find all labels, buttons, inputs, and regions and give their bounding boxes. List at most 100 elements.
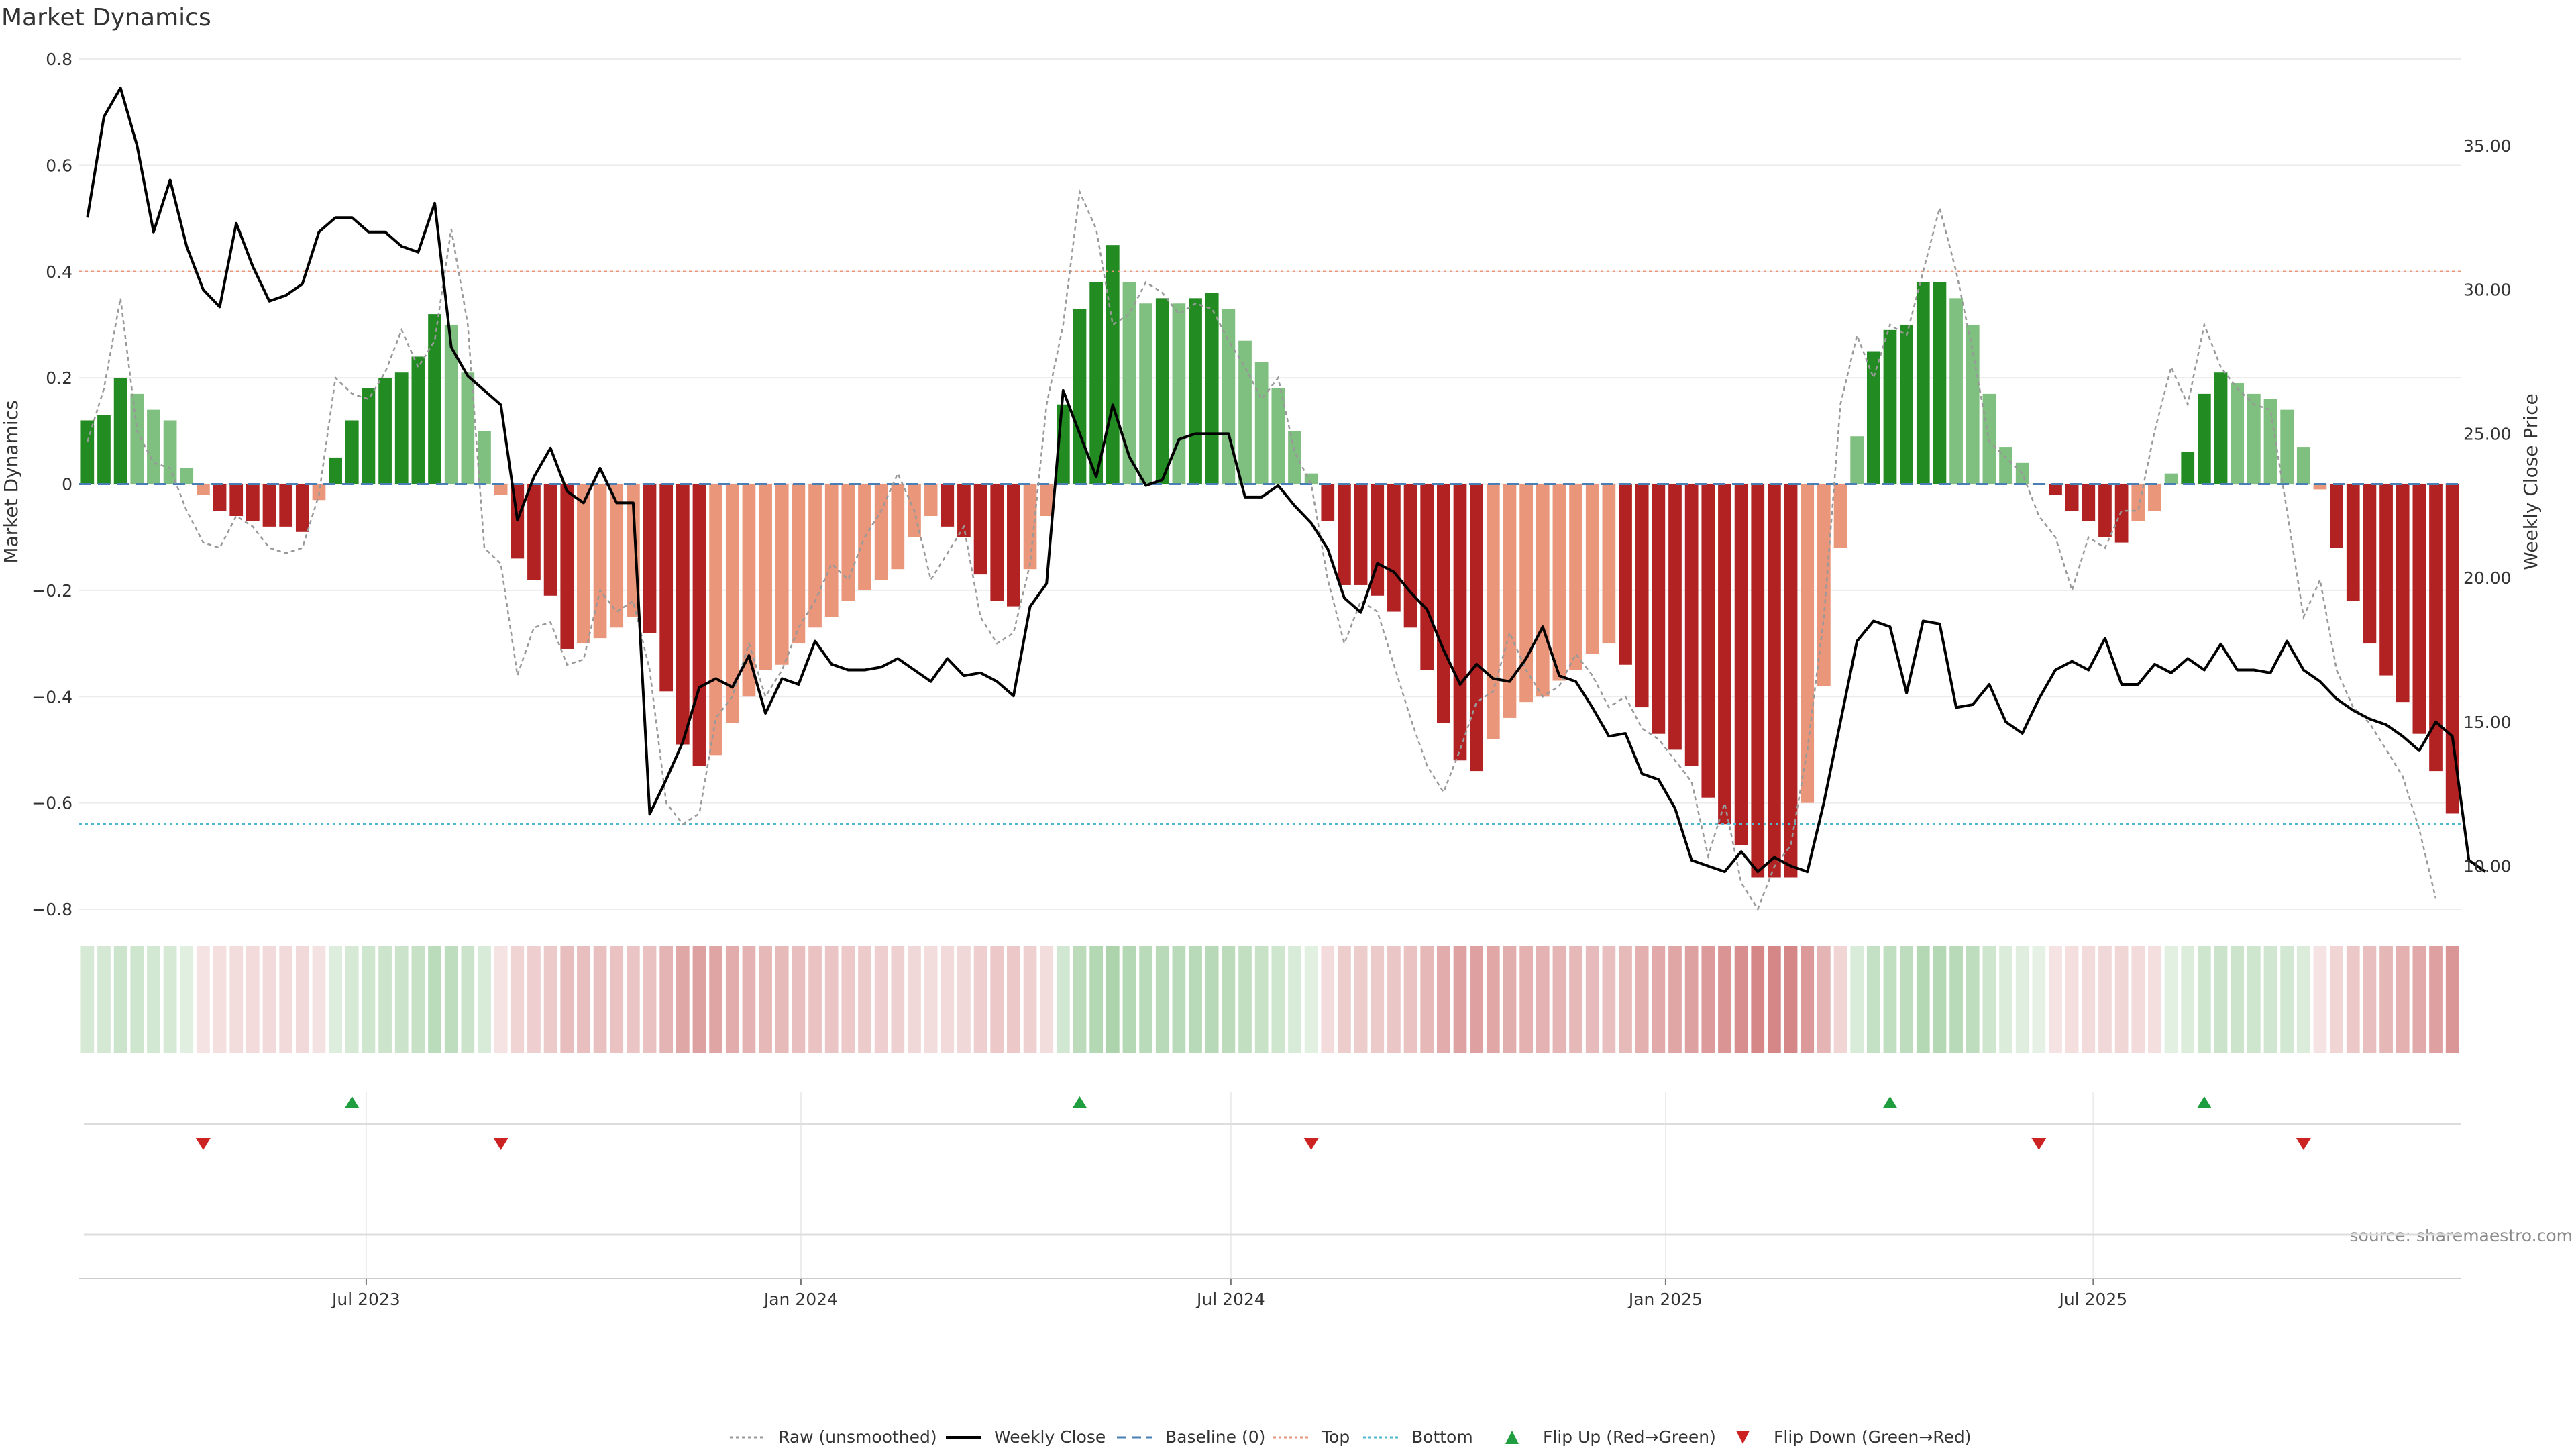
regime-cell [1635, 946, 1649, 1053]
y-tick-label: −0.4 [32, 687, 72, 707]
md-bar [1106, 245, 1120, 484]
md-bar [973, 484, 987, 575]
md-bar [113, 378, 127, 484]
md-bar [957, 484, 971, 537]
regime-cell [1701, 946, 1715, 1053]
regime-cell [2098, 946, 2112, 1053]
md-bar [97, 415, 111, 484]
md-bar [1850, 436, 1864, 484]
legend: Raw (unsmoothed) Weekly Close Baseline (0)… [730, 1427, 1972, 1447]
regime-cell [1751, 946, 1765, 1053]
regime-cell [1271, 946, 1285, 1053]
regime-cell [246, 946, 260, 1053]
md-bar [891, 484, 905, 570]
y-tick-label: 0.4 [46, 262, 72, 282]
md-bar [246, 484, 260, 521]
md-bar [494, 484, 508, 495]
md-bar [2247, 393, 2261, 484]
md-bar [824, 484, 839, 617]
regime-cell [1172, 946, 1186, 1053]
regime-cell [2296, 946, 2310, 1053]
regime-cell [1403, 946, 1417, 1053]
md-bar [262, 484, 276, 527]
regime-cell [2065, 946, 2079, 1053]
md-bar [2214, 372, 2228, 484]
regime-cell [1503, 946, 1517, 1053]
regime-cell [163, 946, 177, 1053]
md-bar [2065, 484, 2079, 511]
md-bar [874, 484, 888, 580]
y-axis-label: Market Dynamics [0, 400, 22, 563]
md-bar [394, 372, 409, 484]
regime-cell [1833, 946, 1847, 1053]
x-tick-label: Jul 2025 [2057, 1290, 2127, 1309]
md-bar [560, 484, 574, 649]
md-bar [808, 484, 822, 628]
weekly-close-line [86, 86, 2487, 874]
md-bar [1866, 351, 1880, 484]
x-tick-label: Jan 2025 [1627, 1290, 1703, 1309]
md-bar [1470, 484, 1484, 772]
md-bar [659, 484, 674, 692]
md-bar [742, 484, 756, 697]
legend-swatch [1736, 1431, 1750, 1444]
md-bar [180, 468, 194, 484]
regime-cell [692, 946, 706, 1053]
md-bar [478, 431, 491, 484]
md-bar [411, 356, 425, 484]
regime-cell [2412, 946, 2426, 1053]
regime-cell [378, 946, 392, 1053]
md-bar [941, 484, 955, 527]
regime-cell [2346, 946, 2360, 1053]
regime-cell [1585, 946, 1599, 1053]
md-bar [1916, 282, 1930, 484]
regime-cell [1371, 946, 1385, 1053]
regime-cell [1073, 946, 1087, 1053]
md-bar [2114, 484, 2129, 543]
regime-cell [461, 946, 475, 1053]
regime-cell [1768, 946, 1781, 1053]
regime-cell [610, 946, 624, 1053]
md-bar [1684, 484, 1699, 766]
md-bar [1007, 484, 1020, 607]
regime-cell [2396, 946, 2410, 1053]
regime-cell [1321, 946, 1335, 1053]
regime-cell [676, 946, 690, 1053]
regime-cell [1354, 946, 1368, 1053]
md-bar [2429, 484, 2443, 772]
flip-markers-layer [195, 1096, 2311, 1150]
md-bar [725, 484, 739, 723]
y2-tick-label: 15.00 [2463, 713, 2512, 732]
regime-cell [1999, 946, 2012, 1053]
x-tick-label: Jul 2024 [1195, 1290, 1265, 1309]
md-bar [1122, 282, 1136, 484]
legend-label: Baseline (0) [1165, 1427, 1265, 1447]
regime-cell [990, 946, 1004, 1053]
regime-cell [97, 946, 111, 1053]
md-bar [543, 484, 557, 596]
md-bar [1254, 362, 1269, 484]
regime-cell [759, 946, 772, 1053]
regime-cell [2214, 946, 2228, 1053]
regime-cell [478, 946, 491, 1053]
flip-down-marker [195, 1138, 211, 1150]
md-bar [1701, 484, 1715, 798]
md-bar [2330, 484, 2343, 548]
md-bar [1503, 484, 1517, 718]
regime-cell [511, 946, 525, 1053]
regime-cell [1040, 946, 1054, 1053]
y-tick-label: −0.8 [32, 900, 72, 919]
regime-cell [1734, 946, 1748, 1053]
md-bar [1817, 484, 1831, 686]
regime-cell [2379, 946, 2393, 1053]
regime-cell [1420, 946, 1434, 1053]
regime-cell [2429, 946, 2443, 1053]
md-bar [692, 484, 706, 766]
md-bar [2181, 452, 2195, 484]
md-bar [2280, 409, 2294, 484]
flip-up-marker [1882, 1096, 1898, 1108]
flip-down-marker [493, 1138, 508, 1150]
regime-cell [1900, 946, 1913, 1053]
md-bar [1321, 484, 1335, 521]
regime-cell [1916, 946, 1930, 1053]
